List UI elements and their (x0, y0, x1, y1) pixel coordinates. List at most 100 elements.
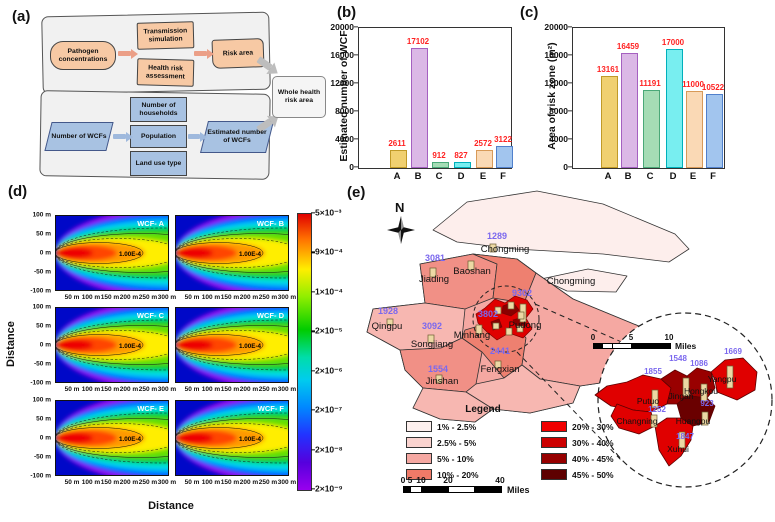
contour-x-tick-label: 150 m (220, 386, 240, 393)
cluster-highlight-circle (472, 285, 540, 353)
panel-c-label: (c) (520, 4, 539, 21)
y-axis-tick-label: 12000 (330, 78, 354, 88)
panel-e-map: (e) N (345, 182, 775, 522)
contour-x-tick-label: 100 m (201, 386, 221, 393)
panel-c-plot-area (572, 27, 725, 169)
scalebar-tick-label: 40 (495, 475, 505, 485)
wcf-bar-icon (507, 301, 515, 310)
contour-x-tick-label: 300 m (277, 294, 297, 301)
colorbar (297, 213, 312, 491)
contour-y-tick-label: 0 m (39, 249, 51, 257)
bar-value-label: 17102 (406, 37, 430, 47)
contour-y-tick-label: -100 m (30, 472, 51, 480)
district-value-label: 1928 (378, 306, 398, 316)
inset-district-name-label: Hongkou (684, 386, 718, 396)
legend-swatch (541, 469, 567, 480)
wcf-bar-icon (467, 260, 475, 271)
contour-y-tick-label: 50 m (36, 322, 51, 330)
contour-x-tick-label: 200 m (119, 294, 139, 301)
contour-level-label: 1.00E-4 (119, 343, 142, 350)
flow-land-use-box: Land use type (130, 151, 187, 176)
contour-level-label: 1.00E-4 (119, 436, 142, 443)
contour-plot-WCF-A: WCF- A 1.00E-4 (55, 215, 169, 291)
contour-x-tick-label: 250 m (138, 479, 158, 486)
colorbar-tick-label: 2×10⁻⁵ (315, 325, 343, 336)
map-legend-title: Legend (465, 404, 501, 415)
inset-district-value-label: 1669 (724, 347, 742, 356)
wcf-bar-icon (516, 325, 524, 333)
legend-label: 20% - 30% (572, 422, 614, 432)
bar-value-label: 11191 (639, 78, 661, 88)
bar-E (475, 150, 493, 168)
scalebar-tick-label: 10 (416, 475, 426, 485)
contour-y-tick-label: -50 m (34, 453, 51, 461)
district-value-label: 2441 (490, 346, 510, 356)
wcf-bar-icon (494, 360, 502, 369)
contour-y-tick-label: 100 m (32, 211, 51, 219)
x-axis-category-label: F (710, 171, 716, 182)
contour-plot-title: WCF- E (137, 404, 164, 413)
bar-value-label: 912 (432, 150, 446, 160)
district-value-label: 9302 (512, 288, 532, 298)
contour-y-tick-label: 50 m (36, 415, 51, 423)
contour-x-tick-label: 200 m (239, 294, 259, 301)
district-value-label: 3092 (422, 321, 442, 331)
contour-plot-title: WCF- A (137, 219, 164, 228)
panel-c-barchart: (c) Area of risk zone (m²) 0 4000 8000 1200… (513, 4, 775, 182)
bar-value-label: 16459 (616, 41, 640, 51)
inset-scalebar-segment (612, 343, 633, 349)
bar-D (665, 49, 683, 168)
district-name-label: Jinshan (426, 376, 459, 387)
colorbar-tick-mark (311, 330, 315, 332)
legend-swatch (541, 453, 567, 464)
flow-num-wcfs-box: Number of WCFs (48, 122, 110, 151)
panel-c-ylabel: Area of risk zone (m²) (546, 42, 558, 150)
inset-scalebar-tick-label: 5 (628, 333, 634, 342)
arrow-right-icon (194, 51, 207, 56)
wcf-bar-icon (427, 334, 435, 344)
contour-plot-WCF-F: WCF- F 1.00E-4 (175, 400, 289, 476)
district-value-label: 3802 (478, 309, 498, 319)
scalebar-unit: Miles (507, 485, 530, 495)
y-axis-tick-mark (568, 54, 572, 56)
y-axis-tick-label: 20000 (544, 22, 568, 32)
x-axis-category-label: D (669, 171, 677, 182)
shanghai-map: 1289 Chongming 3081 Jiading Baoshan 1928 Qingp… (366, 190, 773, 488)
flow-health-risk-box: Health risk assessment (136, 58, 195, 87)
y-axis-tick-mark (568, 26, 572, 28)
district-changxing-island (540, 268, 628, 293)
legend-label: 30% - 40% (572, 438, 614, 448)
contour-x-tick-label: 50 m (184, 386, 200, 393)
contour-y-tick-label: 0 m (39, 434, 51, 442)
panel-a-flowchart: (a) Pathogen concentrations Transmission… (0, 0, 335, 180)
bar-value-label: 17000 (661, 38, 685, 47)
contour-x-tick-label: 150 m (100, 479, 120, 486)
inset-scalebar-tick-label: 10 (664, 333, 674, 342)
contour-plot-WCF-D: WCF- D 1.00E-4 (175, 307, 289, 383)
contour-x-tick-label: 100 m (81, 294, 101, 301)
flow-risk-area-box: Risk area (211, 38, 265, 69)
inset-district-name-label: Xuhui (667, 444, 689, 454)
contour-x-tick-label: 200 m (239, 386, 259, 393)
legend-label: 2.5% - 5% (437, 438, 477, 448)
district-name-label: Minhang (454, 330, 490, 341)
legend-swatch (541, 421, 567, 432)
colorbar-tick-label: 2×10⁻⁶ (315, 365, 343, 376)
x-axis-category-label: C (435, 171, 443, 182)
inset-district-name-label: Huangpu (676, 416, 711, 426)
bar-C (642, 89, 660, 168)
contour-x-tick-label: 150 m (220, 479, 240, 486)
district-name-label: Fengxian (480, 364, 519, 375)
contour-y-tick-label: 50 m (36, 230, 51, 238)
y-axis-tick-label: 8000 (549, 106, 568, 116)
inset-district-value-label: 1086 (690, 359, 708, 368)
district-name-label: Chongming (547, 276, 596, 287)
inset-district-yangpu (710, 357, 758, 401)
legend-label: 5% - 10% (437, 454, 474, 464)
contour-x-tick-label: 150 m (100, 294, 120, 301)
compass-north-label: N (395, 200, 405, 215)
wcf-bar-icon (726, 365, 734, 389)
inset-district-changning (610, 403, 656, 435)
x-axis-category-label: E (479, 171, 487, 182)
